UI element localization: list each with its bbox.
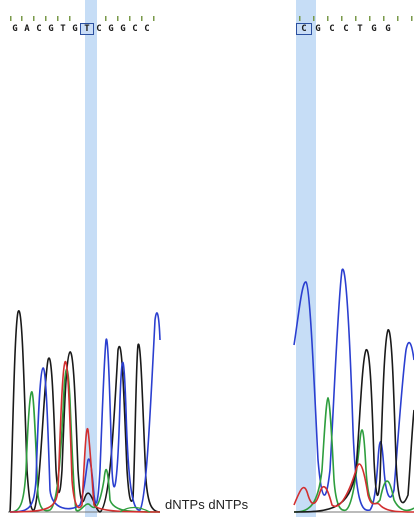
base-letter: T <box>357 24 363 34</box>
base-letter: C <box>329 24 335 34</box>
base-letter: T <box>80 23 94 35</box>
base-letter: G <box>315 24 321 34</box>
base-letter: T <box>60 24 66 34</box>
base-letter: G <box>385 24 391 34</box>
trace-c-right <box>293 268 414 512</box>
base-letter: C <box>296 23 312 35</box>
trace-noise-left <box>119 506 151 513</box>
base-letter: G <box>12 24 18 34</box>
position-markers-left <box>10 16 155 21</box>
trace-a-left <box>9 368 161 513</box>
trace-plot-right <box>293 268 414 513</box>
trace-t-left <box>9 361 161 513</box>
base-letter: C <box>144 24 150 34</box>
base-letter: G <box>108 24 114 34</box>
highlight-column-left <box>85 0 97 517</box>
trace-a-right <box>293 396 414 513</box>
base-letter: G <box>120 24 126 34</box>
trace-g-left <box>9 310 161 513</box>
base-letter: C <box>343 24 349 34</box>
base-letter: C <box>132 24 138 34</box>
base-letter: A <box>24 24 30 34</box>
base-letter: C <box>36 24 42 34</box>
trace-plot-left <box>8 310 161 513</box>
base-letter: G <box>48 24 54 34</box>
trace-t-right <box>293 463 414 513</box>
trace-g-right <box>293 329 414 513</box>
trace-c-left <box>9 312 161 513</box>
position-markers-right <box>299 16 413 21</box>
base-letter: C <box>96 24 102 34</box>
base-letter: G <box>371 24 377 34</box>
dntps-label: dNTPs dNTPs <box>165 497 249 512</box>
highlight-column-right <box>296 0 316 517</box>
base-letter: G <box>72 24 78 34</box>
